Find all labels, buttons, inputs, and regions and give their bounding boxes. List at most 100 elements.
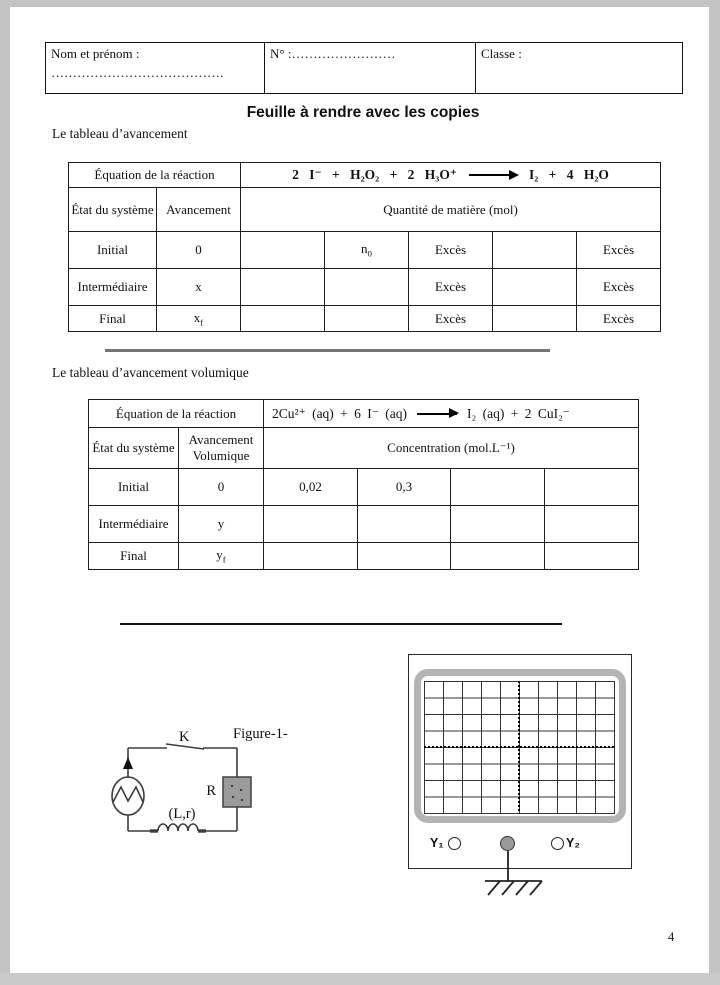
header-row: État du système Avancement Quantité de m… bbox=[68, 187, 662, 232]
ground-symbol bbox=[485, 851, 543, 896]
concentration-cell bbox=[544, 505, 640, 543]
answer-line bbox=[105, 349, 550, 352]
quantity-cell bbox=[240, 231, 326, 269]
state-cell: Final bbox=[88, 542, 179, 570]
concentration-header: Concentration (mol.L⁻¹) bbox=[263, 427, 640, 469]
avancement-cell: yf bbox=[177, 542, 265, 570]
section-label-avancement-volumique: Le tableau d’avancement volumique bbox=[52, 365, 249, 380]
concentration-cell bbox=[263, 542, 359, 570]
reaction-arrow-icon bbox=[468, 169, 519, 180]
state-cell: Intermédiaire bbox=[88, 505, 179, 543]
state-cell: Intermédiaire bbox=[68, 268, 157, 306]
avancement-header: Avancement Volumique bbox=[177, 427, 265, 469]
y2-channel-label: Y₂ bbox=[566, 836, 580, 850]
quantity-header: Quantité de matière (mol) bbox=[240, 187, 662, 232]
name-cell: Nom et prénom : …………………………………. bbox=[46, 43, 264, 93]
circuit-diagram bbox=[111, 743, 252, 833]
equation-cell: 2 I⁻ + H₂O₂ + 2 H₃O⁺ I₂ + 4 H₂O bbox=[240, 162, 662, 188]
equation-lhs: 2 I⁻ + H₂O₂ + 2 H₃O⁺ bbox=[292, 167, 457, 182]
viewer-frame-left bbox=[0, 0, 10, 973]
avancement-cell: 0 bbox=[155, 231, 242, 269]
concentration-cell bbox=[450, 542, 546, 570]
table-row-intermediaire: Intermédiaire y bbox=[88, 505, 640, 543]
student-identity-box: Nom et prénom : …………………………………. N° :……………… bbox=[45, 42, 683, 94]
section-label-avancement: Le tableau d’avancement bbox=[52, 126, 188, 141]
table-row-intermediaire: Intermédiaire x Excès Excès bbox=[68, 268, 662, 306]
y1-channel-label: Y₁ bbox=[430, 836, 444, 850]
quantity-cell: Excès bbox=[576, 305, 662, 332]
table-row-initial: Initial 0 n0 Excès Excès bbox=[68, 231, 662, 269]
state-header: État du système bbox=[88, 427, 179, 469]
name-dotted-line: …………………………………. bbox=[51, 64, 224, 80]
resistor-symbol bbox=[222, 776, 252, 808]
inductor-label: (L,r) bbox=[168, 806, 196, 822]
resistor-label: R bbox=[206, 783, 216, 799]
table-row-final: Final yf bbox=[88, 542, 640, 570]
quantity-cell bbox=[492, 231, 578, 269]
concentration-cell bbox=[357, 505, 452, 543]
horizontal-axis-ticks bbox=[424, 746, 614, 748]
viewer-frame-top bbox=[0, 0, 720, 7]
quantity-cell: Excès bbox=[576, 231, 662, 269]
switch-label: K bbox=[179, 729, 190, 745]
concentration-cell bbox=[357, 542, 452, 570]
quantity-cell: n0 bbox=[324, 231, 410, 269]
concentration-cell: 0,3 bbox=[357, 468, 452, 506]
concentration-cell bbox=[450, 468, 546, 506]
concentration-cell bbox=[544, 468, 640, 506]
state-cell: Final bbox=[68, 305, 157, 332]
equation-rhs: I₂ (aq) + 2 CuI₂⁻ bbox=[467, 405, 570, 421]
quantity-cell bbox=[492, 268, 578, 306]
y2-connector bbox=[551, 837, 564, 850]
table-row-final: Final xf Excès Excès bbox=[68, 305, 662, 332]
viewer-frame-right bbox=[709, 0, 720, 973]
page-number: 4 bbox=[668, 930, 675, 944]
class-label: Classe : bbox=[481, 46, 522, 61]
number-label: N° :…………………… bbox=[270, 46, 396, 61]
equation-lhs: 2Cu²⁺ (aq) + 6 I⁻ (aq) bbox=[272, 405, 408, 421]
concentration-cell: 0,02 bbox=[263, 468, 359, 506]
inductor-coil bbox=[157, 823, 199, 832]
avancement-cell: x bbox=[155, 268, 242, 306]
page-title: Feuille à rendre avec les copies bbox=[246, 104, 480, 121]
equation-cell: 2Cu²⁺ (aq) + 6 I⁻ (aq) I₂ (aq) + 2 CuI₂⁻ bbox=[263, 399, 640, 428]
quantity-cell: Excès bbox=[576, 268, 662, 306]
concentration-cell bbox=[450, 505, 546, 543]
quantity-cell bbox=[324, 268, 410, 306]
equation-row: Équation de la réaction 2 I⁻ + H₂O₂ + 2 … bbox=[67, 162, 662, 188]
state-cell: Initial bbox=[68, 231, 157, 269]
avancement-cell: y bbox=[177, 505, 265, 543]
generator-zigzag bbox=[112, 785, 144, 803]
equation-label: Équation de la réaction bbox=[67, 162, 242, 188]
table-row-initial: Initial 0 0,02 0,3 bbox=[88, 468, 640, 506]
state-header: État du système bbox=[68, 187, 157, 232]
viewer-frame-bottom bbox=[0, 973, 720, 985]
quantity-cell: Excès bbox=[408, 231, 494, 269]
header-row: État du système Avancement Volumique Con… bbox=[88, 427, 640, 469]
answer-line bbox=[120, 623, 562, 625]
reaction-arrow-icon bbox=[417, 408, 460, 418]
quantity-cell bbox=[492, 305, 578, 332]
equation-row: Équation de la réaction 2Cu²⁺ (aq) + 6 I… bbox=[87, 399, 640, 428]
avancement-volumique-table: Équation de la réaction 2Cu²⁺ (aq) + 6 I… bbox=[87, 399, 640, 570]
name-label: Nom et prénom : bbox=[51, 46, 140, 61]
figure-caption: Figure-1- bbox=[233, 726, 288, 742]
number-cell: N° :…………………… bbox=[264, 43, 475, 93]
quantity-cell bbox=[240, 305, 326, 332]
switch-blade bbox=[165, 743, 205, 750]
class-cell: Classe : bbox=[475, 43, 682, 93]
current-arrow-icon bbox=[123, 757, 133, 769]
quantity-cell: Excès bbox=[408, 305, 494, 332]
y1-connector bbox=[448, 837, 461, 850]
equation-rhs: I₂ + 4 H₂O bbox=[528, 167, 609, 182]
ground-connector bbox=[500, 836, 515, 851]
resistor-texture bbox=[230, 784, 244, 802]
quantity-cell: Excès bbox=[408, 268, 494, 306]
avancement-table: Équation de la réaction 2 I⁻ + H₂O₂ + 2 … bbox=[67, 162, 662, 332]
quantity-cell bbox=[240, 268, 326, 306]
concentration-cell bbox=[544, 542, 640, 570]
avancement-header: Avancement bbox=[155, 187, 242, 232]
quantity-cell bbox=[324, 305, 410, 332]
avancement-cell: 0 bbox=[177, 468, 265, 506]
